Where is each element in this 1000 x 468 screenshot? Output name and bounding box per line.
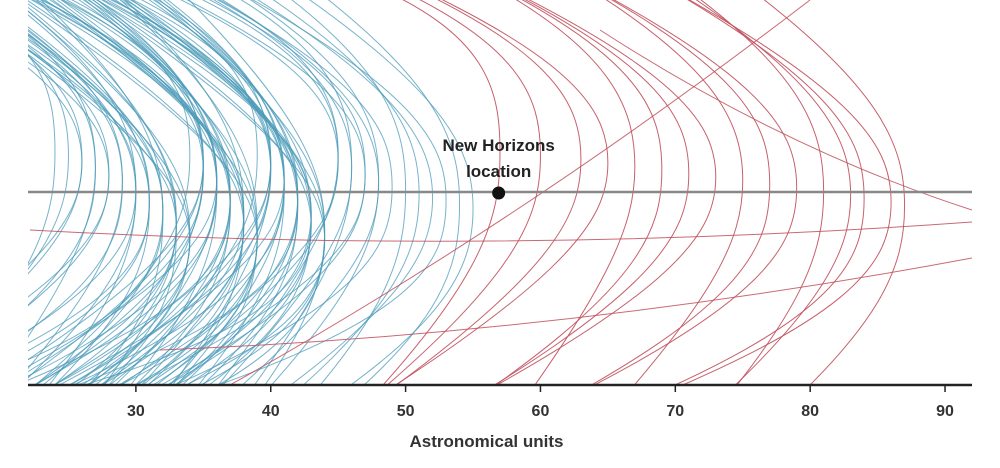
orbit-arc	[28, 67, 83, 266]
orbit-arc	[91, 0, 326, 385]
orbit-arc	[493, 0, 690, 385]
orbit-arc	[159, 257, 972, 351]
orbit-arc	[28, 32, 137, 379]
orbit-arc	[494, 0, 663, 385]
x-tick-label: 40	[262, 403, 280, 420]
orbit-arc	[29, 221, 972, 242]
orbit-arc	[28, 14, 150, 385]
orbit-arc	[681, 0, 892, 385]
orbit-arc	[135, 0, 366, 385]
x-tick-label: 80	[801, 403, 819, 420]
orbit-arc	[33, 0, 204, 385]
orbit-arc	[605, 0, 744, 385]
orbit-arc	[327, 0, 461, 385]
blue-orbit-arcs	[28, 0, 474, 385]
red-orbit-arcs	[29, 0, 972, 385]
orbit-arc	[44, 0, 245, 385]
x-tick-label: 50	[397, 403, 415, 420]
orbit-arc	[28, 54, 69, 270]
orbit-arc	[229, 0, 811, 385]
orbit-arc	[174, 0, 393, 385]
orbit-arc	[673, 0, 865, 385]
x-tick-label: 30	[127, 403, 145, 420]
orbit-arc	[28, 54, 56, 265]
x-axis-ticks: 30 40 50 60 70 80 90	[127, 385, 954, 420]
new-horizons-point	[492, 186, 506, 200]
orbit-arc	[28, 61, 110, 298]
new-horizons-label-line1: New Horizons	[442, 136, 554, 155]
x-axis-title: Astronomical units	[410, 432, 564, 451]
x-tick-label: 60	[532, 403, 550, 420]
orbit-arc	[495, 0, 717, 385]
orbit-arc	[308, 0, 474, 385]
x-tick-label: 90	[936, 403, 954, 420]
orbit-arc	[117, 0, 339, 385]
orbit-arc	[28, 3, 258, 385]
orbit-arc	[590, 0, 771, 385]
orbit-arc	[599, 29, 972, 211]
orbit-arc	[28, 45, 96, 306]
orbit-arc	[515, 0, 636, 385]
orbit-arc	[213, 0, 353, 385]
orbit-arc	[96, 0, 312, 385]
orbit-arc	[257, 0, 434, 385]
x-tick-label: 70	[666, 403, 684, 420]
orbit-arc	[28, 53, 191, 385]
orbit-arc	[763, 0, 906, 385]
orbit-arc	[216, 0, 447, 385]
orbit-arc	[695, 0, 852, 385]
orbit-arc	[40, 0, 164, 385]
orbit-arc	[394, 0, 609, 385]
orbit-arc	[395, 0, 582, 385]
orbit-arc	[593, 0, 798, 385]
new-horizons-label-line2: location	[466, 162, 531, 181]
orbit-arc	[221, 0, 380, 385]
orbit-arc	[60, 0, 231, 385]
orbit-arc	[386, 0, 541, 385]
orbit-arc	[291, 0, 407, 385]
orbit-arc	[382, 0, 501, 385]
